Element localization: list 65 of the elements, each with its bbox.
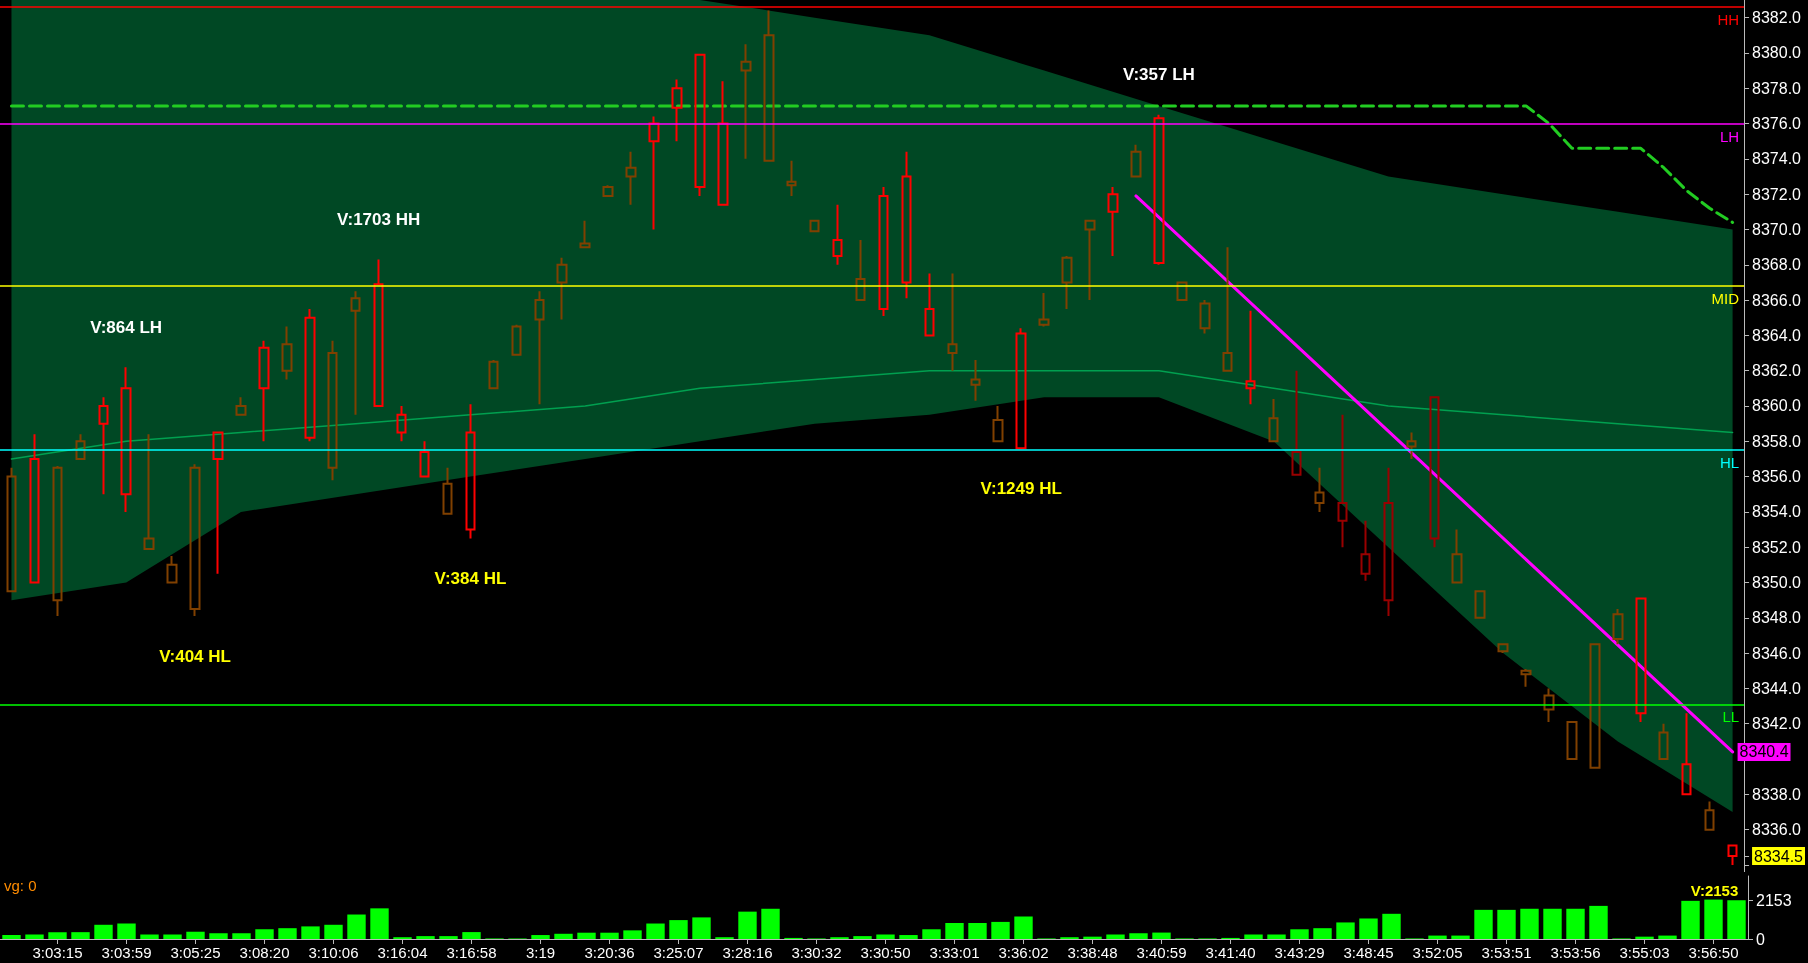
x-tick-label: 3:56:50 (1688, 944, 1739, 961)
x-tick-label: 3:19 (525, 944, 556, 961)
y-tick-label: 8352.0 (1752, 538, 1802, 556)
y-tick-label: 8358.0 (1752, 432, 1802, 450)
ref-line-label: LL (1722, 708, 1740, 726)
y-tick-label: 8356.0 (1752, 468, 1802, 486)
y-tick-label: 8364.0 (1752, 326, 1802, 344)
x-tick-label: 3:03:59 (101, 944, 152, 961)
x-tick-label: 3:53:56 (1550, 944, 1601, 961)
x-tick-label: 3:08:20 (239, 944, 290, 961)
data-label: 8340.4 (1739, 743, 1789, 761)
x-tick-label: 3:25:07 (653, 944, 704, 961)
text: V:1703 HH (337, 209, 421, 229)
text: V:1249 HL (980, 478, 1062, 498)
x-tick-label: 3:36:02 (998, 944, 1049, 961)
ref-line-label: HL (1719, 454, 1740, 472)
x-tick-label: 3:53:51 (1481, 944, 1532, 961)
x-tick-label: 3:30:50 (860, 944, 911, 961)
x-tick-label: 3:30:32 (791, 944, 842, 961)
y-tick-label: 8336.0 (1752, 821, 1802, 839)
x-tick-label: 3:28:16 (722, 944, 773, 961)
x-tick-label: 3:16:58 (446, 944, 497, 961)
text: V:357 LH (1122, 65, 1195, 85)
y-tick-label: 8342.0 (1752, 715, 1802, 733)
y-tick-label: 8348.0 (1752, 609, 1802, 627)
y-tick-label: 8370.0 (1752, 220, 1802, 238)
x-tick-label: 3:55:03 (1619, 944, 1670, 961)
y-tick-label: 8366.0 (1752, 291, 1802, 309)
y-tick-label: 8374.0 (1752, 150, 1802, 168)
y-tick-label: 8368.0 (1752, 256, 1802, 274)
y-tick-label: 8382.0 (1752, 9, 1802, 27)
y-tick-label: 8354.0 (1752, 503, 1802, 521)
y-tick-label: 8362.0 (1752, 362, 1802, 380)
x-tick-label: 3:48:45 (1343, 944, 1394, 961)
y-tick-label: 2153 (1756, 891, 1792, 909)
y-tick-label: 8380.0 (1752, 44, 1802, 62)
y-tick-label: 0 (1756, 930, 1765, 948)
x-tick-label: 3:20:36 (584, 944, 635, 961)
text: V:384 HL (434, 568, 507, 588)
x-tick-label: 3:52:05 (1412, 944, 1463, 961)
x-tick-label: 3:38:48 (1067, 944, 1118, 961)
text: V:864 LH (90, 317, 163, 337)
x-tick-label: 3:03:15 (32, 944, 83, 961)
x-tick-label: 3:33:01 (929, 944, 980, 961)
y-tick-label: 8344.0 (1752, 679, 1802, 697)
ref-line-label: MID (1711, 289, 1740, 307)
y-tick-label: 8338.0 (1752, 785, 1802, 803)
y-tick-label: 8334.5 (1754, 847, 1804, 865)
y-tick-label: 8346.0 (1752, 644, 1802, 662)
y-tick-label: 8376.0 (1752, 115, 1802, 133)
x-tick-label: 3:05:25 (170, 944, 221, 961)
y-tick-label: 8378.0 (1752, 79, 1802, 97)
annotation: vg: 0 (4, 877, 37, 894)
text: V:404 HL (159, 646, 231, 666)
y-tick-label: 8350.0 (1752, 574, 1802, 592)
ref-line-label: HH (1717, 11, 1740, 29)
x-tick-label: 3:41:40 (1205, 944, 1256, 961)
x-tick-label: 3:43:29 (1274, 944, 1325, 961)
x-tick-label: 3:10:06 (308, 944, 359, 961)
y-tick-label: 8372.0 (1752, 185, 1802, 203)
y-tick-label: 8360.0 (1752, 397, 1802, 415)
ref-line-label: LH (1719, 127, 1740, 145)
x-tick-label: 3:16:04 (377, 944, 428, 961)
x-tick-label: 3:40:59 (1136, 944, 1187, 961)
data-label: V:2153 (1690, 882, 1739, 900)
